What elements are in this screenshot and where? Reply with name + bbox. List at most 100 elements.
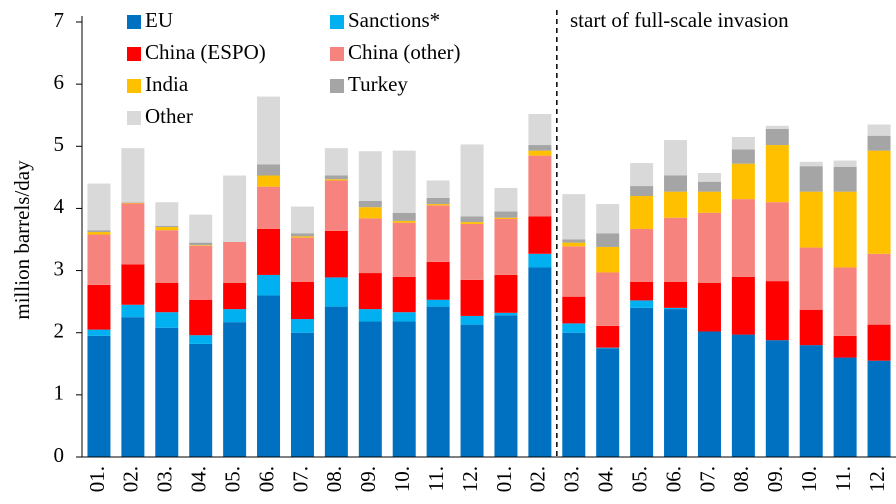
bar-segment	[867, 135, 891, 151]
bar-segment	[324, 148, 348, 176]
x-tick-label: 01.	[85, 466, 109, 492]
x-tick-label: 02.	[119, 466, 143, 492]
bar-segment	[528, 150, 552, 156]
bar-segment	[867, 324, 891, 361]
x-tick-label: 10.	[390, 466, 414, 492]
bar-segment	[324, 179, 348, 181]
bar-segment	[833, 267, 857, 336]
bar-segment	[257, 228, 281, 275]
bar-segment	[121, 202, 145, 204]
x-tick-label: 07.	[288, 466, 312, 492]
x-tick-label: 12.	[865, 466, 889, 492]
x-tick-label: 06.	[254, 466, 278, 492]
bar-segment	[121, 202, 145, 203]
bar-segment	[358, 200, 382, 208]
bar-segment	[867, 124, 891, 136]
bar-segment	[799, 166, 823, 192]
bar-segment	[290, 206, 314, 234]
bar-segment	[460, 324, 484, 457]
bar-segment	[494, 312, 518, 316]
bar-segment	[765, 202, 789, 282]
x-tick-label: 01.	[492, 466, 516, 492]
legend-swatch	[127, 15, 141, 29]
bar-segment	[596, 246, 620, 273]
bar-segment	[494, 218, 518, 275]
x-tick-label: 11.	[831, 466, 855, 491]
bar-segment	[731, 199, 755, 277]
bar-segment	[155, 225, 179, 228]
bar-segment	[562, 242, 586, 247]
bar-segment	[697, 283, 721, 332]
bar-segment	[833, 335, 857, 358]
bar-segment	[460, 223, 484, 280]
bar-segment	[833, 191, 857, 268]
bar-segment	[392, 312, 416, 322]
bar-segment	[562, 194, 586, 240]
bar-segment	[799, 247, 823, 310]
bar-segment	[426, 299, 450, 307]
bar-segment	[765, 128, 789, 146]
bar-segment	[630, 163, 654, 187]
bar-segment	[799, 191, 823, 248]
bar-segment	[833, 357, 857, 457]
bar-segment	[121, 304, 145, 318]
bar-segment	[731, 136, 755, 150]
bar-segment	[358, 321, 382, 457]
bar-segment	[155, 312, 179, 328]
bar-segment	[87, 284, 111, 330]
bar-segment	[731, 163, 755, 200]
bar-segment	[765, 340, 789, 457]
bar-segment	[290, 236, 314, 238]
bar-segment	[223, 175, 247, 242]
bar-segment	[596, 272, 620, 326]
bar-segment	[867, 253, 891, 325]
bar-segment	[562, 323, 586, 333]
legend-swatch	[127, 79, 141, 93]
bar-segment	[358, 207, 382, 219]
bar-segment	[528, 155, 552, 217]
bar-segment	[324, 277, 348, 307]
bar-segment	[494, 187, 518, 212]
bar-segment	[290, 281, 314, 320]
bar-segment	[528, 113, 552, 146]
bar-segment	[664, 191, 688, 218]
bar-segment	[87, 335, 111, 457]
bar-segment	[426, 197, 450, 205]
y-tick-label: 2	[54, 319, 65, 343]
bar-segment	[290, 233, 314, 237]
bar-segment	[765, 281, 789, 341]
bar-segment	[664, 309, 688, 457]
annotation: start of full-scale invasion	[570, 8, 789, 32]
bar-segment	[562, 296, 586, 324]
bar-segment	[257, 186, 281, 229]
bar-segment	[697, 173, 721, 182]
legend-label: Turkey	[348, 72, 408, 96]
bar-segment	[528, 145, 552, 151]
bar-segment	[630, 307, 654, 457]
bar-segment	[189, 242, 213, 246]
bar-segment	[358, 309, 382, 322]
bar-segment	[290, 332, 314, 457]
x-tick-label: 04.	[594, 466, 618, 492]
bar-segment	[426, 306, 450, 457]
bar-segment	[799, 345, 823, 457]
y-tick-label: 6	[54, 70, 65, 94]
bar-segment	[731, 334, 755, 457]
bar-segment	[697, 212, 721, 283]
bar-segment	[223, 241, 247, 283]
bar-segment	[121, 148, 145, 203]
bar-segment	[596, 204, 620, 234]
x-tick-label: 09.	[763, 466, 787, 492]
bar-segment	[155, 202, 179, 226]
bar-segment	[630, 281, 654, 301]
bar-segment	[290, 237, 314, 282]
bar-segment	[189, 299, 213, 336]
bar-segment	[121, 264, 145, 305]
bar-segment	[799, 309, 823, 346]
bar-segment	[494, 211, 518, 218]
x-tick-label: 05.	[627, 466, 651, 492]
bar-segment	[358, 218, 382, 274]
bar-segment	[324, 306, 348, 457]
bar-segment	[426, 261, 450, 300]
bar-segment	[833, 160, 857, 167]
